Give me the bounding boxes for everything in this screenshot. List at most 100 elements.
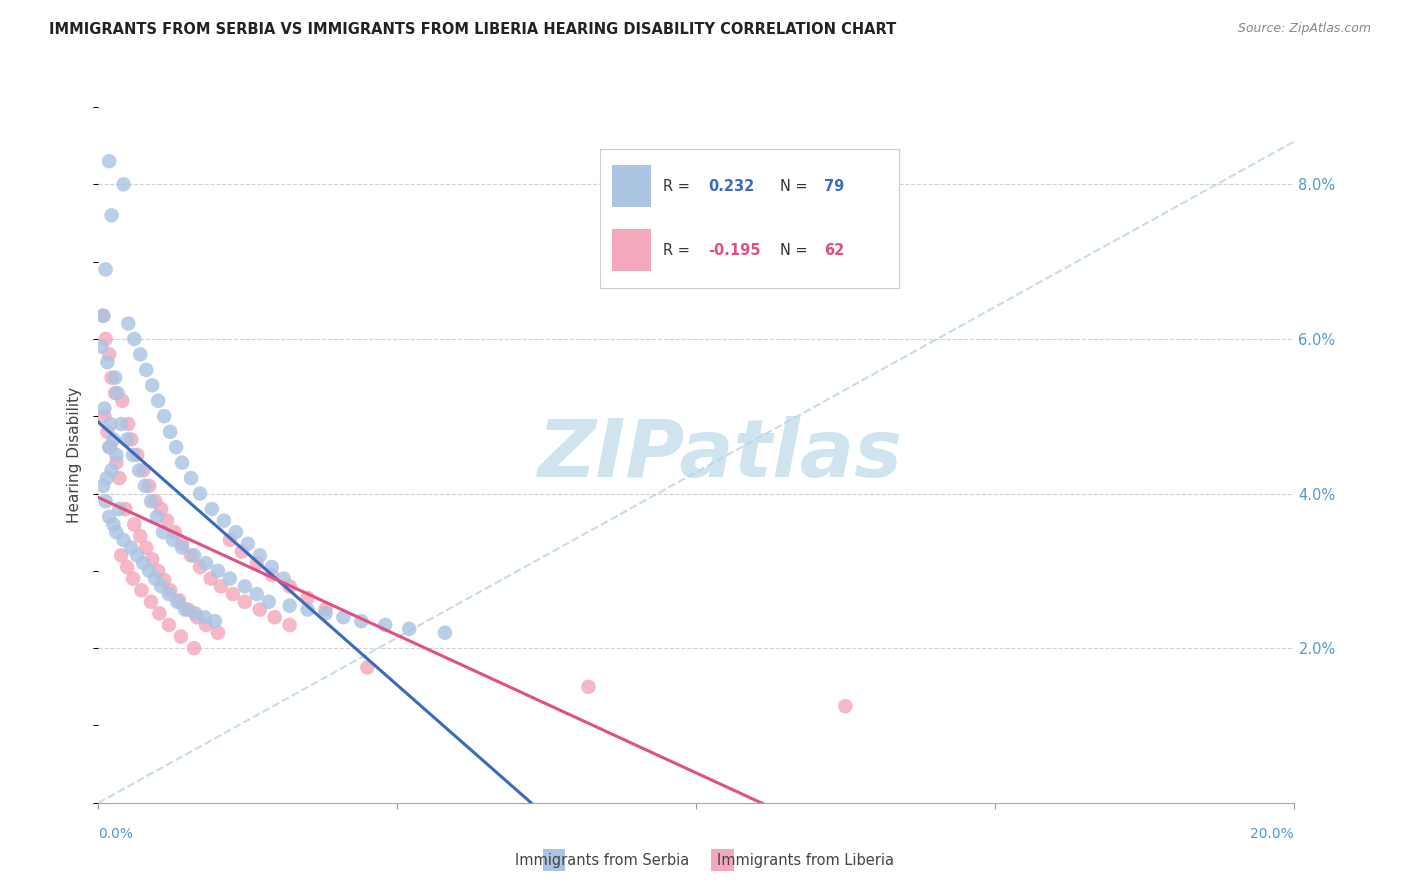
Point (350, 614, 373, 628)
Text: ZIPatlas: ZIPatlas (537, 416, 903, 494)
Point (96, 355, 118, 369)
Point (141, 552, 163, 566)
Text: R =: R = (664, 179, 695, 194)
Point (100, 370, 122, 384)
Point (246, 556, 269, 570)
Point (132, 556, 155, 570)
Point (209, 579, 232, 593)
Text: 0.0%: 0.0% (98, 827, 134, 841)
Point (103, 433, 125, 447)
Point (96, 471, 118, 485)
Point (128, 463, 150, 477)
Point (201, 502, 224, 516)
Point (374, 618, 396, 632)
Point (162, 533, 184, 547)
Point (122, 572, 145, 586)
Point (212, 514, 235, 528)
Point (105, 448, 128, 462)
Point (236, 537, 259, 551)
Text: N =: N = (779, 243, 811, 258)
Point (260, 567, 283, 582)
Point (124, 332, 146, 346)
Point (278, 579, 301, 593)
Point (246, 587, 269, 601)
Text: 20.0%: 20.0% (1250, 827, 1294, 841)
Y-axis label: Hearing Disability: Hearing Disability (67, 387, 83, 523)
Point (115, 560, 138, 574)
Point (94, 262, 117, 277)
Point (148, 564, 170, 578)
Point (204, 614, 226, 628)
Text: N =: N = (779, 179, 811, 194)
Point (159, 425, 181, 439)
Point (91, 479, 114, 493)
Point (184, 607, 207, 621)
Point (194, 610, 217, 624)
Point (834, 699, 856, 714)
Point (183, 549, 205, 563)
Point (249, 602, 271, 616)
Point (273, 572, 295, 586)
FancyBboxPatch shape (613, 166, 651, 207)
Text: R =: R = (664, 243, 695, 258)
Point (207, 564, 229, 578)
Point (278, 599, 301, 613)
Point (278, 618, 301, 632)
Point (314, 602, 337, 616)
Point (94, 332, 117, 346)
FancyBboxPatch shape (711, 849, 734, 871)
Point (117, 317, 139, 331)
Point (98, 347, 121, 361)
Point (157, 587, 180, 601)
Text: Source: ZipAtlas.com: Source: ZipAtlas.com (1237, 22, 1371, 36)
Point (153, 409, 176, 424)
Point (105, 525, 128, 540)
Point (143, 572, 166, 586)
Point (122, 448, 145, 462)
Point (138, 479, 160, 493)
Point (143, 494, 166, 508)
FancyBboxPatch shape (543, 849, 565, 871)
Point (93, 409, 115, 424)
Point (166, 595, 188, 609)
Point (157, 618, 180, 632)
Point (219, 572, 242, 586)
Point (180, 549, 202, 563)
Point (127, 448, 149, 462)
Point (195, 556, 218, 570)
Point (233, 579, 256, 593)
Point (100, 440, 122, 454)
Point (186, 610, 208, 624)
Point (156, 514, 179, 528)
Text: Immigrants from Liberia: Immigrants from Liberia (717, 854, 894, 868)
Point (98, 509, 121, 524)
Point (398, 622, 420, 636)
Point (107, 386, 129, 401)
Point (108, 502, 131, 516)
Point (172, 456, 194, 470)
Point (167, 593, 190, 607)
Text: Immigrants from Serbia: Immigrants from Serbia (515, 854, 689, 868)
Point (170, 630, 193, 644)
Text: -0.195: -0.195 (707, 243, 761, 258)
Point (195, 618, 218, 632)
Text: 0.232: 0.232 (707, 179, 754, 194)
Point (135, 363, 157, 377)
Point (297, 602, 319, 616)
Point (188, 486, 211, 500)
Point (150, 502, 173, 516)
Point (135, 541, 157, 555)
Point (257, 595, 280, 609)
Point (100, 208, 122, 222)
Point (114, 502, 136, 516)
Point (188, 560, 211, 574)
Point (174, 602, 197, 616)
Point (108, 471, 131, 485)
Point (249, 549, 271, 563)
Point (153, 573, 176, 587)
Point (297, 591, 319, 605)
Point (129, 347, 152, 361)
Point (314, 607, 337, 621)
Point (141, 378, 163, 392)
Point (152, 525, 174, 540)
